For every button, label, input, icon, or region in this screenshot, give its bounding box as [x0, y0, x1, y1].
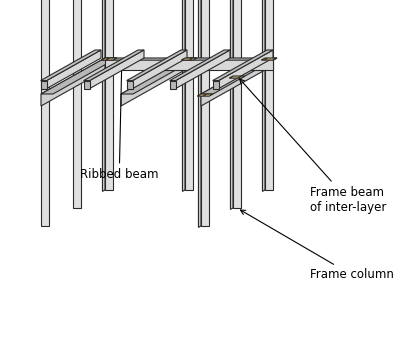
Polygon shape — [201, 58, 277, 94]
Polygon shape — [84, 50, 144, 81]
Polygon shape — [41, 81, 46, 89]
Polygon shape — [263, 0, 265, 192]
Text: Ribbed beam: Ribbed beam — [80, 65, 158, 182]
Polygon shape — [127, 50, 187, 81]
Polygon shape — [185, 0, 193, 190]
Polygon shape — [105, 58, 273, 70]
Polygon shape — [230, 0, 233, 209]
Polygon shape — [133, 50, 187, 89]
Polygon shape — [101, 58, 117, 60]
Polygon shape — [181, 58, 197, 60]
Polygon shape — [265, 0, 273, 190]
Polygon shape — [41, 58, 117, 94]
Polygon shape — [84, 81, 89, 89]
Polygon shape — [105, 0, 113, 190]
Polygon shape — [233, 0, 241, 208]
Text: Ribbed beam: Ribbed beam — [0, 341, 1, 342]
Polygon shape — [199, 0, 201, 227]
Polygon shape — [213, 81, 219, 89]
Polygon shape — [201, 0, 209, 226]
Polygon shape — [197, 94, 213, 96]
Polygon shape — [102, 0, 105, 192]
Polygon shape — [170, 50, 230, 81]
Polygon shape — [213, 50, 273, 81]
Polygon shape — [121, 58, 185, 106]
Text: Frame column: Frame column — [240, 210, 394, 281]
Polygon shape — [201, 58, 265, 106]
Polygon shape — [229, 76, 245, 78]
Polygon shape — [219, 50, 273, 89]
Text: Frame column: Frame column — [0, 341, 1, 342]
Polygon shape — [176, 50, 230, 89]
Polygon shape — [170, 81, 176, 89]
Polygon shape — [73, 0, 81, 208]
Polygon shape — [121, 58, 197, 94]
Polygon shape — [89, 50, 144, 89]
Text: Frame beam
of floor: Frame beam of floor — [0, 341, 1, 342]
Polygon shape — [41, 0, 49, 226]
Text: Frame beam
of inter-layer: Frame beam of inter-layer — [240, 79, 386, 214]
Polygon shape — [46, 50, 101, 89]
Polygon shape — [41, 50, 101, 81]
Polygon shape — [261, 58, 277, 60]
Polygon shape — [127, 81, 133, 89]
Polygon shape — [41, 58, 105, 106]
Polygon shape — [182, 0, 185, 192]
Polygon shape — [101, 58, 273, 60]
